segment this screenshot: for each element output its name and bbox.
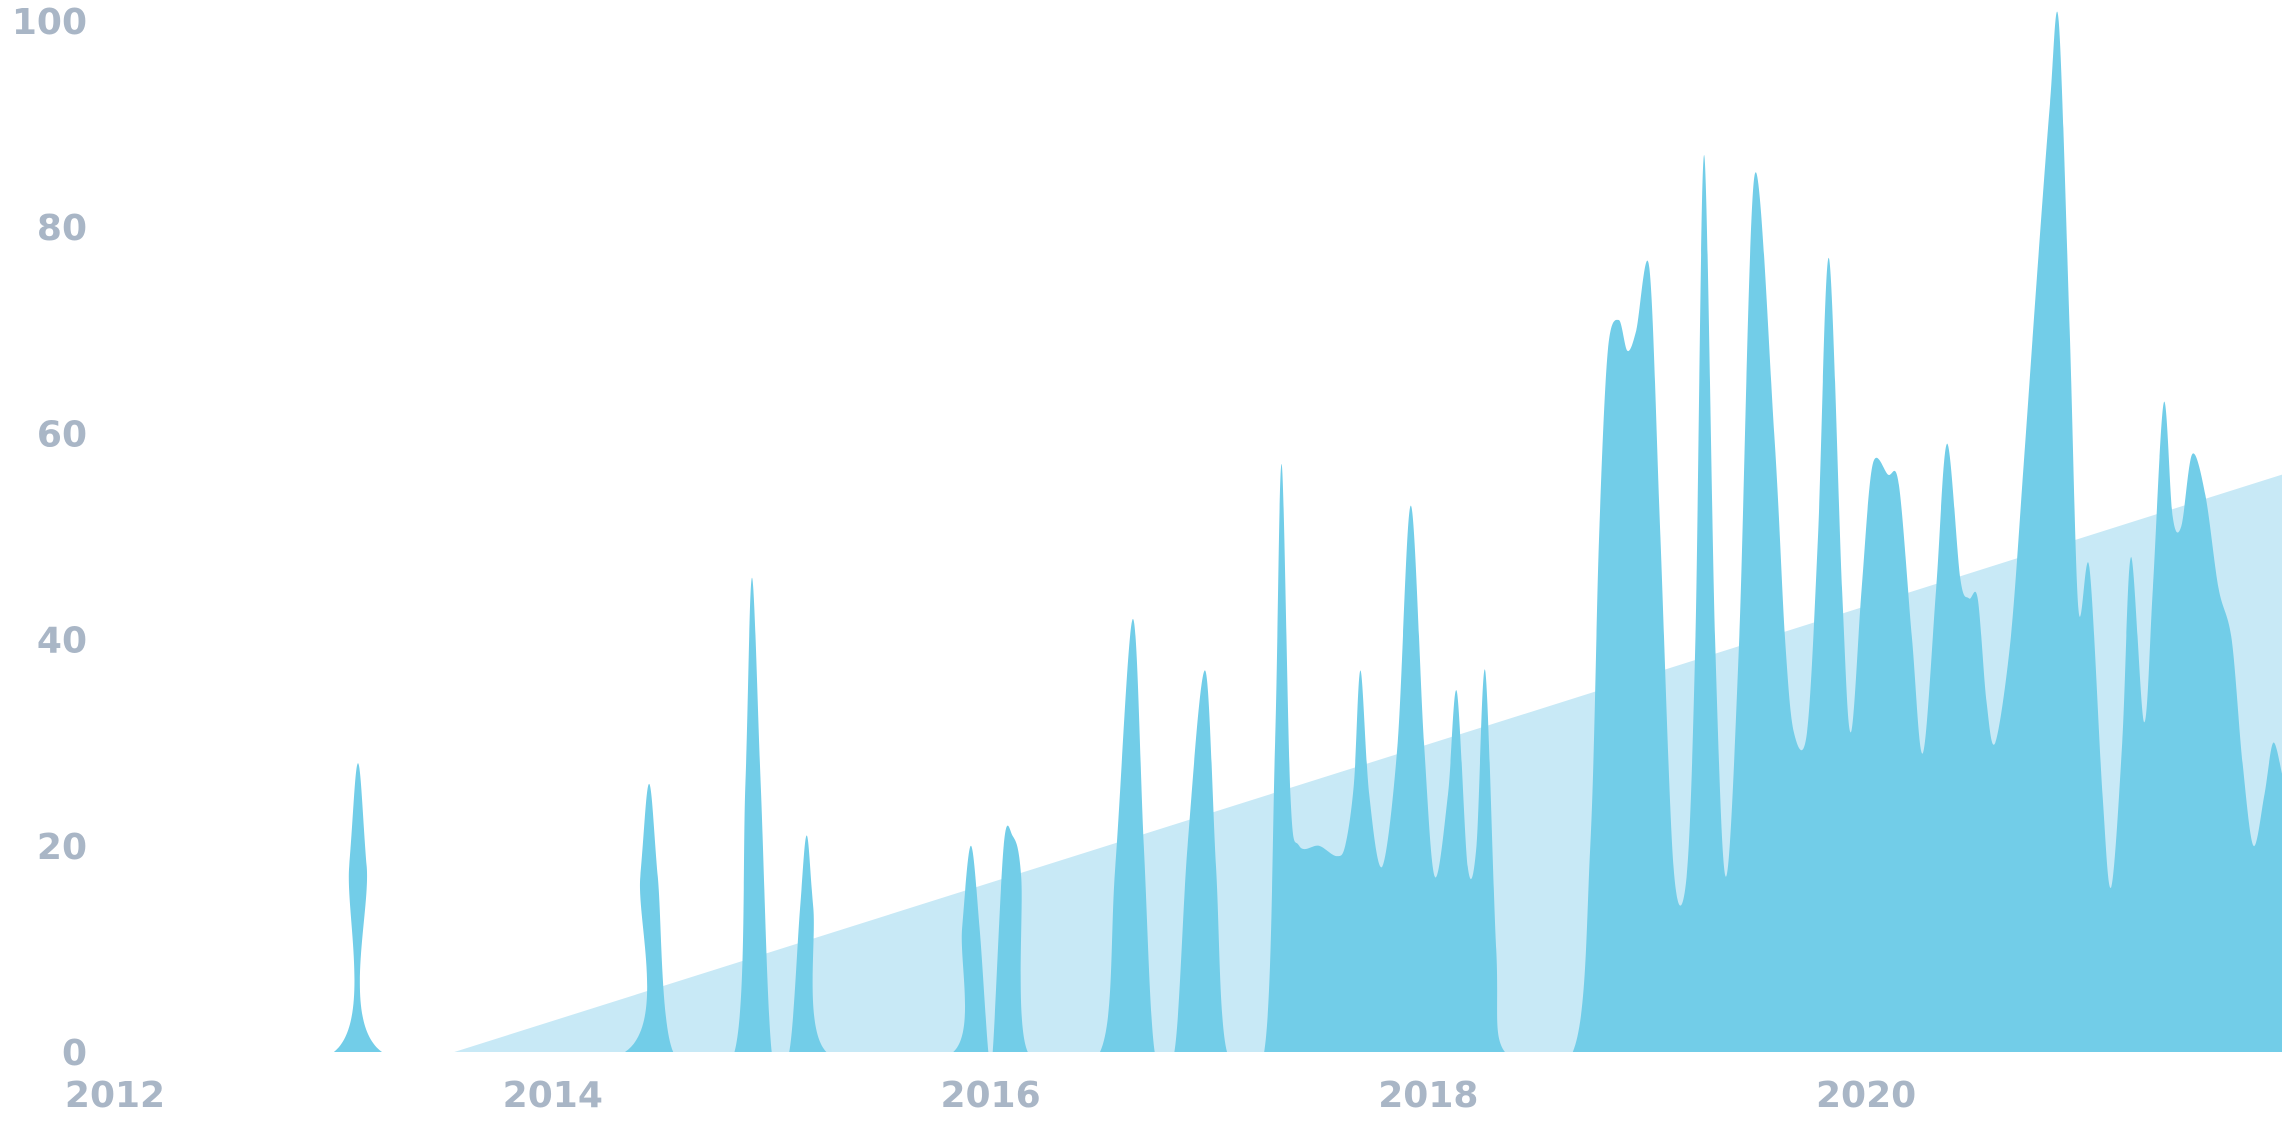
y-tick-label: 20 [37, 827, 87, 868]
y-tick-label: 40 [37, 621, 87, 662]
x-tick-label: 2020 [1816, 1075, 1916, 1116]
x-tick-label: 2012 [65, 1075, 165, 1116]
y-tick-label: 60 [37, 414, 87, 455]
x-tick-label: 2016 [940, 1075, 1040, 1116]
x-tick-label: 2014 [503, 1075, 603, 1116]
y-tick-label: 100 [12, 2, 87, 43]
x-axis: 2012 2014 2016 2018 2020 [65, 1075, 1916, 1116]
y-axis: 0 20 40 60 80 100 [12, 2, 87, 1074]
series-layer [115, 11, 2282, 1053]
x-tick-label: 2018 [1378, 1075, 1478, 1116]
activity-area [115, 11, 2282, 1053]
y-tick-label: 80 [37, 208, 87, 249]
y-tick-label: 0 [62, 1033, 87, 1074]
